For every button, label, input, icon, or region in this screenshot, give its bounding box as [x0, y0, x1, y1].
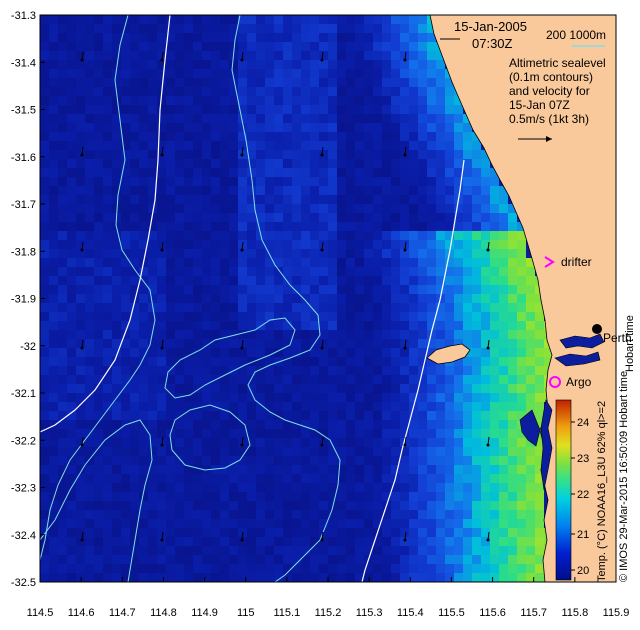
argo-label: Argo: [566, 375, 592, 389]
argo-marker: Argo: [549, 375, 592, 389]
velocity-arrow-base: [486, 248, 490, 252]
velocity-arrow-base: [403, 58, 407, 62]
velocity-arrow-base: [240, 443, 244, 447]
colorbar-tick-label: 20: [577, 565, 589, 577]
velocity-arrow-base: [80, 58, 84, 62]
lon-tick-label: 115.9: [603, 607, 630, 619]
lon-tick-label: 114.8: [150, 607, 177, 619]
velocity-arrow-base: [160, 443, 164, 447]
title-time: 07:30Z: [472, 36, 513, 51]
mandurah-estuary: [519, 409, 541, 447]
velocity-arrow-base: [160, 248, 164, 252]
sealevel-contours: [40, 15, 341, 582]
legend-description: Altimetric sealevel (0.1m contours) and …: [509, 56, 606, 126]
velocity-arrow-base: [240, 538, 244, 542]
isobath-legend-label: 200 1000m: [546, 28, 606, 42]
lat-tick-label: -32.2: [11, 435, 36, 447]
lat-tick-label: -31.4: [11, 57, 36, 69]
velocity-arrow-base: [160, 153, 164, 157]
lat-tick-label: -31.7: [11, 199, 36, 211]
lat-tick-label: -31.8: [11, 246, 36, 258]
lat-tick-label: -32.1: [11, 388, 36, 400]
velocity-arrow-base: [240, 153, 244, 157]
colorbar: [555, 399, 572, 581]
lon-tick-label: 115: [237, 607, 255, 619]
lon-tick-label: 115.1: [273, 607, 300, 619]
velocity-arrow-base: [403, 153, 407, 157]
lat-tick-label: -31.6: [11, 152, 36, 164]
velocity-arrow-base: [240, 346, 244, 350]
velocity-arrow-base: [486, 443, 490, 447]
velocity-arrow-base: [320, 153, 324, 157]
lon-tick-label: 115.8: [561, 607, 588, 619]
velocity-arrow-base: [160, 346, 164, 350]
velocity-arrow-base: [403, 346, 407, 350]
colorbar-tick-label: 23: [577, 453, 589, 465]
velocity-arrow-base: [320, 538, 324, 542]
lon-tick-label: 114.6: [68, 607, 95, 619]
axes: 114.5 114.6 114.7 114.8 114.9 115 115.1 115.2 11…: [11, 10, 629, 619]
lon-tick-label: 114.5: [27, 607, 54, 619]
velocity-arrow-base: [486, 346, 490, 350]
lat-tick-label: -32: [20, 341, 36, 353]
colorbar-tick-label: 21: [577, 529, 589, 541]
drifter-label: drifter: [561, 255, 592, 269]
lon-tick-label: 115.4: [397, 607, 424, 619]
velocity-arrow-base: [403, 443, 407, 447]
velocity-arrow-base: [80, 443, 84, 447]
lon-tick-label: 115.6: [479, 607, 506, 619]
lon-tick-label: 114.9: [191, 607, 218, 619]
svg-text:(0.1m contours): (0.1m contours): [509, 70, 593, 84]
lon-tick-label: 115.7: [520, 607, 547, 619]
velocity-arrow-base: [240, 248, 244, 252]
velocity-arrow-base: [160, 538, 164, 542]
credit-text: © IMOS 29-Mar-2015 16:50:09 Hobart time: [618, 371, 630, 582]
colorbar-tick-label: 24: [577, 417, 589, 429]
svg-text:15-Jan 07Z: 15-Jan 07Z: [509, 98, 570, 112]
perth-label: Perth: [603, 331, 632, 345]
rottnest-island: [426, 343, 471, 365]
lon-tick-label: 114.7: [109, 607, 136, 619]
velocity-arrow-base: [80, 248, 84, 252]
scale-arrow: [518, 136, 552, 142]
title-date: 15-Jan-2005: [454, 19, 527, 34]
lon-tick-label: 115.2: [315, 607, 342, 619]
lat-tick-label: -31.9: [11, 294, 36, 306]
velocity-arrow-base: [80, 153, 84, 157]
svg-text:and velocity for: and velocity for: [509, 84, 590, 98]
velocity-arrow-base: [320, 346, 324, 350]
svg-text:0.5m/s (1kt 3h): 0.5m/s (1kt 3h): [509, 112, 589, 126]
drifter-marker: drifter: [544, 255, 592, 269]
velocity-arrow-base: [403, 248, 407, 252]
swan-river-arm: [554, 351, 601, 367]
velocity-arrow-base: [320, 58, 324, 62]
hobart-time-label: Hobart time: [624, 315, 636, 372]
svg-text:Altimetric sealevel: Altimetric sealevel: [509, 56, 606, 70]
lat-tick-label: -31.3: [11, 10, 36, 22]
velocity-arrow-base: [80, 346, 84, 350]
velocity-arrow-base: [80, 538, 84, 542]
perth-marker: Perth Hobart time: [592, 315, 636, 372]
velocity-arrow-base: [403, 538, 407, 542]
velocity-arrow-base: [240, 58, 244, 62]
lat-tick-label: -32.3: [11, 483, 36, 495]
lat-tick-label: -32.5: [11, 577, 36, 589]
colorbar-label: Temp. (°C) NOAA16_L3U 62% ql>=2: [596, 401, 608, 582]
lat-tick-label: -31.5: [11, 105, 36, 117]
velocity-arrow-base: [320, 443, 324, 447]
lat-tick-label: -32.4: [11, 530, 36, 542]
colorbar-ticks: 24 23 22 21 20: [571, 417, 589, 577]
velocity-arrows: [80, 51, 490, 542]
colorbar-tick-label: 22: [577, 489, 589, 501]
lon-tick-label: 115.5: [438, 607, 465, 619]
velocity-arrow-base: [486, 538, 490, 542]
swan-river: [559, 333, 605, 349]
velocity-arrow-base: [320, 248, 324, 252]
sst-field: [40, 15, 553, 582]
isobaths: [40, 15, 465, 582]
velocity-arrow-base: [160, 58, 164, 62]
peel-inlet: [540, 399, 553, 491]
lon-tick-label: 115.3: [356, 607, 383, 619]
